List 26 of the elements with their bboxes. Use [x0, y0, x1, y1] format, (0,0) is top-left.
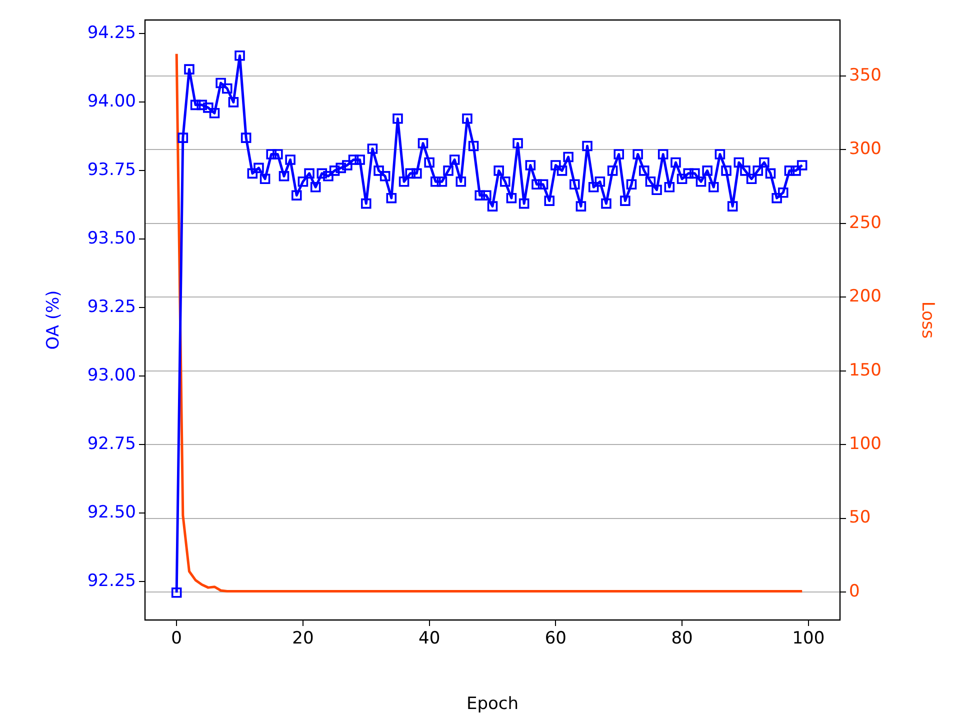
y-tick-label: 92.50: [87, 502, 136, 523]
y-tick-label: 93.50: [87, 228, 136, 249]
x-tick-label: 40: [418, 628, 440, 649]
x-tick-label: 20: [292, 628, 314, 649]
y2-tick-label: 300: [849, 139, 882, 160]
y-axis-title: OA (%): [44, 290, 64, 350]
y-tick-label: 93.25: [87, 297, 136, 318]
x-tick-label: 0: [171, 628, 182, 649]
y2-tick-label: 200: [849, 286, 882, 307]
y2-tick-label: 0: [849, 581, 860, 602]
x-tick-label: 100: [792, 628, 825, 649]
y2-tick-label: 150: [849, 360, 882, 380]
x-axis-title: Epoch: [466, 694, 519, 714]
y-tick-label: 93.75: [87, 160, 136, 180]
y2-tick-label: 50: [849, 508, 871, 528]
y2-tick-label: 100: [849, 434, 882, 454]
y2-tick-label: 250: [849, 212, 882, 233]
y2-axis-title: Loss: [917, 301, 938, 339]
y-tick-label: 93.00: [87, 366, 136, 386]
y-tick-label: 92.75: [87, 434, 136, 454]
y-tick-label: 94.25: [87, 23, 136, 44]
y-tick-label: 94.00: [87, 92, 136, 112]
x-tick-label: 80: [671, 628, 693, 649]
y-tick-label: 92.25: [87, 571, 136, 592]
x-tick-label: 60: [544, 628, 566, 649]
y2-tick-label: 350: [849, 65, 882, 86]
